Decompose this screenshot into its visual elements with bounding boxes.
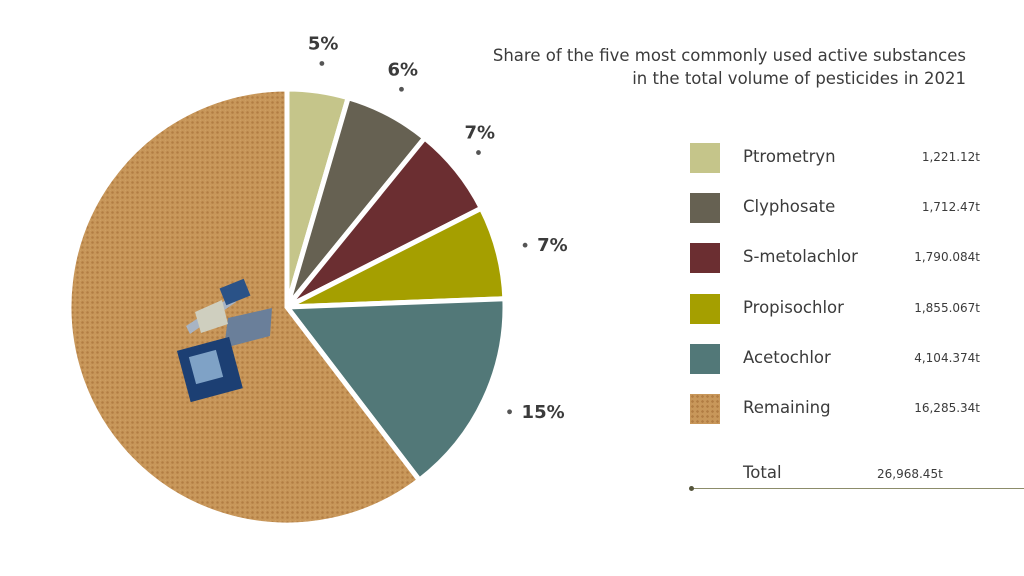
legend-label: Clyphosate [743,197,836,217]
pie-slice-acetochlor [282,296,508,484]
percent-label-dot [522,242,528,248]
percent-label-dot [476,150,481,155]
percent-label-dot [319,61,325,66]
legend-label: Propisochlor [743,297,844,317]
percent-label-s-metolachlor: 7% [464,123,495,144]
legend-label: Acetochlor [743,347,831,367]
harvester-arm [195,300,228,333]
legend-value: 1,790.084t [914,250,980,265]
legend-swatch [690,243,720,274]
legend-item-acetochlor: Acetochlor 4,104.374t [690,343,980,394]
legend-swatch [690,343,720,374]
legend-value: 4,104.374t [914,350,980,365]
legend-swatch [690,193,720,224]
chart-title-line-1: Share of the five most commonly used act… [492,46,966,65]
legend-item-propisochlor: Propisochlor 1,855.067t [690,293,980,344]
total-divider [692,488,1024,489]
total-divider-dot [689,486,694,491]
harvester-image [176,278,272,403]
percent-label-dot [399,86,404,92]
legend-label: Ptrometryn [743,147,836,166]
percent-label-acetochlor: 15% [522,402,565,423]
total-label: Total [743,463,782,482]
legend-item-ptrometryn: Ptrometryn 1,221.12t [690,143,980,193]
harvester-header [224,308,272,348]
chart-title: Share of the five most commonly used act… [446,44,966,90]
legend-swatch [690,393,720,424]
harvester-hopper [188,349,224,385]
percent-label-dot [507,409,512,415]
total-value: 26,968.45t [877,467,943,481]
tractor [219,278,251,306]
legend-item-clyphosate: Clyphosate 1,712.47t [690,193,980,243]
legend-swatch [690,143,720,173]
legend-item-s-metolachlor: S-metolachlor 1,790.084t [690,243,980,293]
legend-value: 1,855.067t [914,300,980,315]
legend-swatch [690,293,720,324]
legend-value: 1,221.12t [921,150,980,164]
chart-title-line-2: in the total volume of pesticides in 202… [632,69,966,88]
pie-slice-remaining [66,86,423,528]
legend-item-remaining: Remaining 16,285.34t [690,393,980,444]
percent-label-ptrometryn: 5% [308,33,339,54]
legend-label: S-metolachlor [743,247,858,267]
legend: Ptrometryn 1,221.12t Clyphosate 1,712.47… [690,143,980,444]
percent-label-clyphosate: 6% [387,59,418,80]
legend-value: 1,712.47t [921,200,980,215]
legend-value: 16,285.34t [914,400,980,415]
percent-label-propisochlor: 7% [537,235,568,256]
legend-label: Remaining [743,397,831,417]
